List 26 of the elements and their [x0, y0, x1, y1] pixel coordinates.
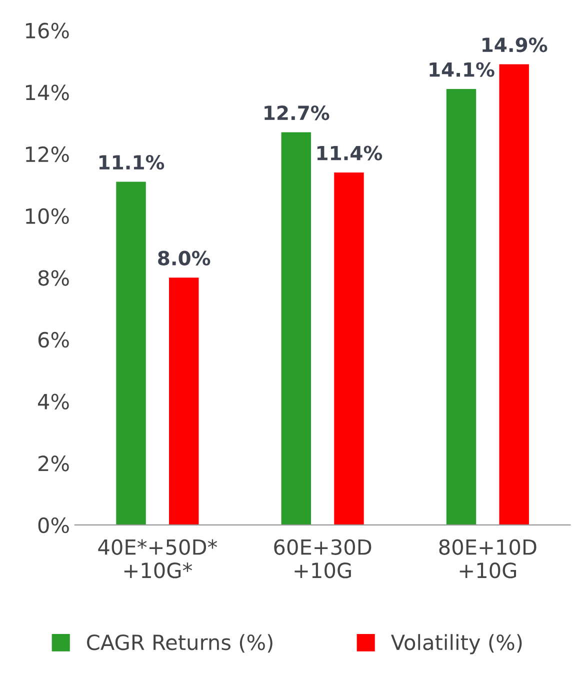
- y-tick-label: 4%: [38, 394, 69, 410]
- legend-label: CAGR Returns (%): [87, 634, 272, 653]
- x-tick-label: 80E+10D +10G: [439, 539, 536, 578]
- y-tick-label: 12%: [26, 146, 69, 162]
- data-label: 14.9%: [482, 37, 548, 52]
- y-tick-label: 10%: [26, 208, 69, 224]
- data-label: 11.1%: [99, 154, 164, 170]
- bar: [446, 89, 476, 525]
- y-tick-label: 0%: [38, 517, 69, 534]
- data-label: 12.7%: [264, 106, 330, 120]
- data-label: 11.4%: [317, 146, 382, 160]
- x-tick-label: 60E+30D +10G: [274, 539, 372, 578]
- y-tick-label: 8%: [38, 270, 69, 286]
- x-tick-label: 40E*+50D* +10G*: [98, 539, 218, 578]
- bar: [116, 182, 146, 525]
- bar: [334, 172, 364, 525]
- y-tick-label: 16%: [26, 22, 69, 38]
- data-label: 14.1%: [430, 62, 494, 77]
- y-tick-label: 14%: [26, 84, 69, 100]
- bar: [169, 278, 199, 525]
- y-tick-label: 6%: [38, 332, 69, 348]
- bar: [499, 64, 529, 525]
- y-tick-label: 2%: [38, 456, 69, 472]
- bar: [281, 132, 311, 525]
- legend-label: Volatility (%): [391, 634, 522, 654]
- data-label: 8.0%: [158, 250, 210, 266]
